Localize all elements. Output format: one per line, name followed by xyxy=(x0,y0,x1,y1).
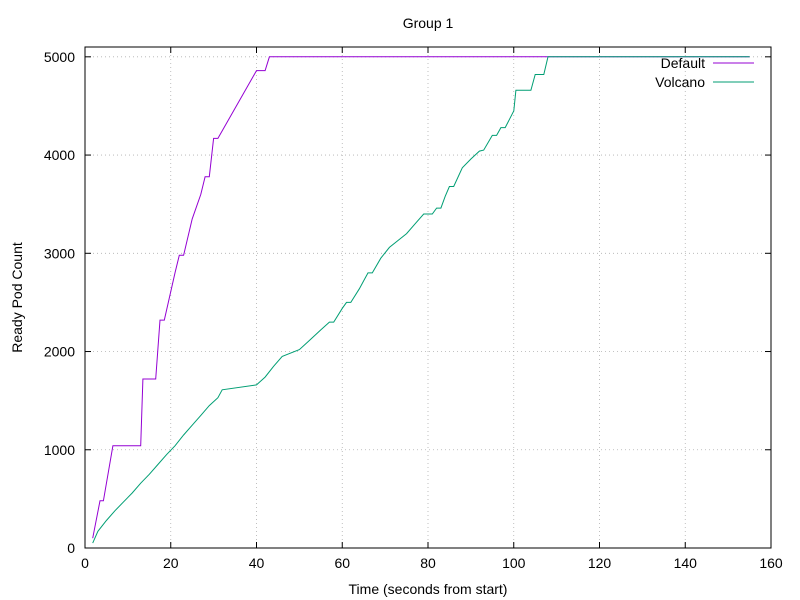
x-tick-label: 60 xyxy=(334,555,350,571)
axis-ticks: 0 20 40 60 80 100 120 140 160 0 1000 2000 3000 4000 50… xyxy=(44,47,783,571)
x-axis-title: Time (seconds from start) xyxy=(349,581,508,597)
y-tick-label: 4000 xyxy=(44,147,75,163)
x-tick-label: 100 xyxy=(502,555,526,571)
series-line-default xyxy=(92,56,750,539)
x-tick-label: 40 xyxy=(249,555,265,571)
x-tick-label: 20 xyxy=(163,555,179,571)
x-tick-label: 160 xyxy=(759,555,783,571)
y-tick-label: 5000 xyxy=(44,49,75,65)
x-tick-label: 0 xyxy=(81,555,89,571)
legend: Default Volcano xyxy=(655,55,754,90)
x-tick-label: 120 xyxy=(588,555,612,571)
grid xyxy=(85,47,771,548)
series-lines xyxy=(92,56,750,544)
y-tick-label: 1000 xyxy=(44,442,75,458)
y-tick-label: 0 xyxy=(67,540,75,556)
x-tick-label: 140 xyxy=(674,555,698,571)
y-tick-label: 2000 xyxy=(44,344,75,360)
y-tick-label: 3000 xyxy=(44,245,75,261)
y-axis-title: Ready Pod Count xyxy=(9,242,25,353)
chart-title: Group 1 xyxy=(403,15,454,31)
x-tick-label: 80 xyxy=(420,555,436,571)
legend-label-volcano: Volcano xyxy=(655,74,705,90)
legend-label-default: Default xyxy=(661,55,705,71)
series-line-volcano xyxy=(92,56,750,544)
plot-frame xyxy=(84,46,772,549)
